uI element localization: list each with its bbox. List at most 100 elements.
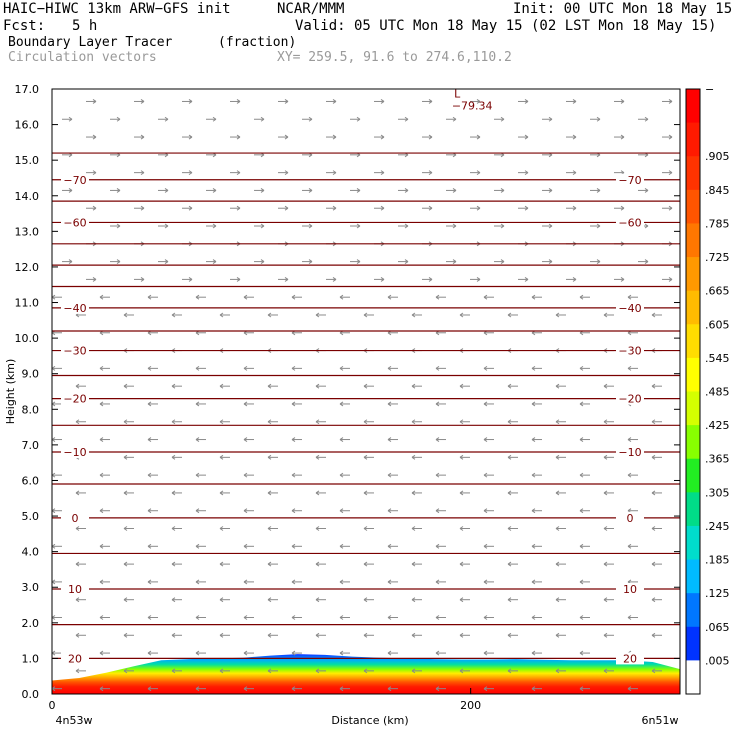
circulation-vector	[603, 632, 614, 638]
colorbar-swatch	[686, 391, 700, 426]
colorbar-label: .185	[705, 554, 730, 567]
circulation-vector	[590, 223, 601, 229]
temperature-contour	[52, 349, 680, 352]
circulation-vector	[579, 508, 590, 514]
circulation-vector	[422, 205, 433, 211]
circulation-vector	[603, 383, 614, 389]
y-tick-label: 15.0	[15, 154, 40, 167]
circulation-vector	[99, 615, 110, 620]
circulation-vector	[531, 615, 542, 620]
circulation-vector	[651, 561, 662, 567]
circulation-vector	[291, 543, 302, 549]
circulation-vector	[579, 543, 590, 549]
circulation-vector	[435, 472, 446, 478]
circulation-vector	[363, 597, 374, 603]
colorbar-swatch	[686, 290, 700, 325]
circulation-vector	[267, 632, 278, 638]
field-units: (fraction)	[218, 35, 297, 50]
contour-label-left: −10	[63, 446, 86, 459]
circulation-vector	[435, 437, 446, 442]
circulation-vector	[171, 597, 182, 603]
circulation-vector	[267, 597, 278, 603]
colorbar-swatch	[686, 89, 700, 124]
circulation-vector	[627, 472, 638, 478]
y-tick-label: 14.0	[15, 190, 40, 203]
circulation-vector	[147, 294, 158, 300]
circulation-vector	[435, 401, 446, 407]
circulation-vector	[278, 99, 289, 104]
circulation-vector	[446, 116, 457, 122]
circulation-vector	[603, 561, 614, 567]
circulation-vector	[219, 312, 230, 318]
circulation-vector	[387, 437, 398, 442]
circulation-vector	[507, 419, 518, 425]
colorbar-swatch	[686, 525, 700, 561]
circulation-vector	[494, 223, 505, 229]
circulation-vector	[350, 259, 361, 265]
y-tick-label: 10.0	[15, 332, 40, 345]
circulation-vector	[147, 365, 158, 371]
xy-coords: XY= 259.5, 91.6 to 274.6,110.2	[277, 50, 512, 65]
vector-field-name: Circulation vectors	[8, 50, 157, 65]
y-tick-label: 9.0	[22, 368, 40, 381]
circulation-vector	[158, 188, 169, 193]
circulation-vector	[326, 205, 337, 211]
circulation-vector	[123, 561, 134, 567]
circulation-vector	[507, 312, 518, 318]
circulation-vector	[195, 650, 206, 656]
circulation-vector	[326, 99, 337, 104]
circulation-vector	[387, 508, 398, 514]
circulation-vector	[195, 543, 206, 549]
circulation-vector	[86, 170, 97, 176]
circulation-vector	[435, 365, 446, 371]
circulation-vector	[315, 668, 326, 674]
colorbar-label: .665	[705, 285, 730, 298]
contour-label-right: −10	[618, 446, 641, 459]
circulation-vector	[291, 615, 302, 620]
circulation-vector	[651, 526, 662, 531]
circulation-vector	[435, 615, 446, 620]
circulation-vector	[243, 650, 254, 656]
circulation-vector	[158, 116, 169, 122]
temperature-contour	[52, 397, 680, 400]
circulation-vector	[627, 543, 638, 549]
circulation-vector	[387, 294, 398, 300]
circulation-vector	[555, 561, 566, 567]
circulation-vector	[171, 526, 182, 531]
contour-label-right: −70	[618, 174, 641, 187]
circulation-vector	[243, 579, 254, 585]
circulation-vector	[470, 205, 481, 211]
circulation-vector	[651, 383, 662, 389]
circulation-vector	[470, 276, 481, 282]
x-axis-label: Distance (km)	[331, 714, 408, 727]
circulation-vector	[435, 508, 446, 514]
colorbar-swatch	[686, 156, 700, 191]
circulation-vector	[374, 99, 385, 104]
circulation-vector	[387, 365, 398, 371]
circulation-vector	[147, 401, 158, 407]
circulation-vector	[62, 188, 73, 193]
circulation-vector	[483, 579, 494, 585]
circulation-vector	[411, 454, 422, 460]
circulation-vector	[531, 579, 542, 585]
circulation-vector	[531, 472, 542, 478]
circulation-vector	[171, 561, 182, 567]
circulation-vector	[531, 508, 542, 514]
circulation-vector	[483, 401, 494, 407]
circulation-vector	[123, 597, 134, 603]
circulation-vector	[459, 561, 470, 567]
circulation-vector	[350, 188, 361, 193]
circulation-vector	[267, 454, 278, 460]
temperature-contour	[52, 200, 680, 203]
circulation-vector	[459, 383, 470, 389]
circulation-vector	[579, 472, 590, 478]
circulation-vector	[315, 454, 326, 460]
circulation-vector	[75, 668, 86, 674]
circulation-vector	[446, 259, 457, 265]
circulation-vector	[483, 294, 494, 300]
circulation-vector	[123, 490, 134, 496]
circulation-vector	[182, 276, 193, 282]
circulation-vector	[662, 170, 673, 176]
circulation-vector	[507, 490, 518, 496]
circulation-vector	[123, 668, 134, 674]
